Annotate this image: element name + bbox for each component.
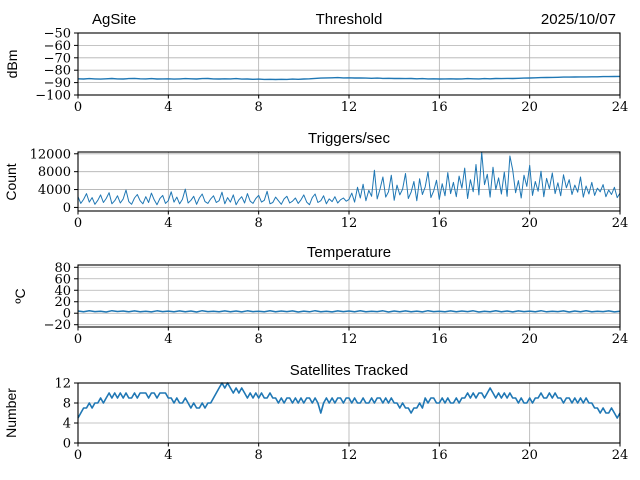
threshold-ylabel: dBm <box>4 50 20 79</box>
threshold-plot-area: 0 4 8 12 16 20 24 −100−90−80−70−60−50 <box>35 27 628 116</box>
y-tick-label: 12 <box>54 377 71 392</box>
satellites-ylabel: Number <box>3 388 19 438</box>
date-label: 2025/10/07 <box>541 11 616 28</box>
y-tick-label: 4 <box>63 417 71 432</box>
y-tick-label: 0 <box>63 437 71 452</box>
y-tick-label: 0 <box>63 201 71 216</box>
y-tick-label: 40 <box>54 284 71 299</box>
x-tick-label: 24 <box>612 448 629 463</box>
x-tick-label: 16 <box>431 216 448 231</box>
y-tick-label: −50 <box>44 27 71 42</box>
temperature-series <box>77 309 621 313</box>
satellites-subplot: Satellites Tracked Number 0 4 8 12 16 20 24 0 4 8… <box>3 362 628 463</box>
x-tick-label: 20 <box>521 100 538 115</box>
x-tick-label: 0 <box>74 332 82 347</box>
y-tick-label: −100 <box>35 89 71 104</box>
x-tick-label: 20 <box>521 216 538 231</box>
x-tick-label: 8 <box>255 216 263 231</box>
threshold-title: Threshold <box>316 11 383 28</box>
satellites-title: Satellites Tracked <box>290 362 408 379</box>
x-tick-label: 12 <box>341 332 358 347</box>
x-tick-label: 8 <box>255 100 263 115</box>
y-tick-label: 12000 <box>30 147 71 162</box>
triggers-title: Triggers/sec <box>308 130 390 147</box>
y-tick-label: 60 <box>54 272 71 287</box>
x-tick-label: 20 <box>521 332 538 347</box>
satellites-plot-area: 0 4 8 12 16 20 24 0 4 8 12 <box>54 377 628 464</box>
triggers-series <box>77 151 621 206</box>
y-tick-label: 8000 <box>38 165 71 180</box>
x-tick-label: 16 <box>431 448 448 463</box>
x-tick-label: 8 <box>255 332 263 347</box>
y-tick-label: −70 <box>44 51 71 66</box>
y-tick-label: −20 <box>44 318 71 333</box>
x-tick-label: 0 <box>74 448 82 463</box>
threshold-subplot: AgSite Threshold 2025/10/07 dBm 0 4 8 12 16 2… <box>4 11 628 115</box>
x-tick-label: 24 <box>612 332 629 347</box>
y-tick-label: 80 <box>54 261 71 276</box>
x-tick-label: 12 <box>341 216 358 231</box>
satellites-series <box>77 382 621 419</box>
x-tick-label: 24 <box>612 216 629 231</box>
y-tick-label: 4000 <box>38 183 71 198</box>
site-label: AgSite <box>92 11 136 28</box>
x-tick-label: 4 <box>164 332 172 347</box>
x-tick-label: 20 <box>521 448 538 463</box>
x-tick-label: 4 <box>164 216 172 231</box>
x-tick-label: 8 <box>255 448 263 463</box>
x-tick-label: 24 <box>612 100 629 115</box>
y-tick-label: −90 <box>44 76 71 91</box>
y-tick-label: 8 <box>63 397 71 412</box>
x-tick-label: 4 <box>164 100 172 115</box>
x-tick-label: 12 <box>341 100 358 115</box>
x-tick-label: 12 <box>341 448 358 463</box>
y-tick-label: −60 <box>44 39 71 54</box>
x-tick-label: 16 <box>431 100 448 115</box>
x-tick-label: 0 <box>74 100 82 115</box>
y-tick-label: 0 <box>63 307 71 322</box>
triggers-ylabel: Count <box>3 163 19 200</box>
y-tick-label: 20 <box>54 295 71 310</box>
x-tick-label: 4 <box>164 448 172 463</box>
temperature-title: Temperature <box>307 244 391 261</box>
temperature-ylabel: ºC <box>12 288 28 303</box>
x-tick-label: 16 <box>431 332 448 347</box>
x-tick-label: 0 <box>74 216 82 231</box>
threshold-series <box>77 75 621 81</box>
triggers-plot-area: 0 4 8 12 16 20 24 0 4000 8000 12000 <box>30 147 629 231</box>
y-tick-label: −80 <box>44 64 71 79</box>
triggers-subplot: Triggers/sec Count 0 4 8 12 16 20 24 0 4000 8000 1… <box>3 130 628 231</box>
